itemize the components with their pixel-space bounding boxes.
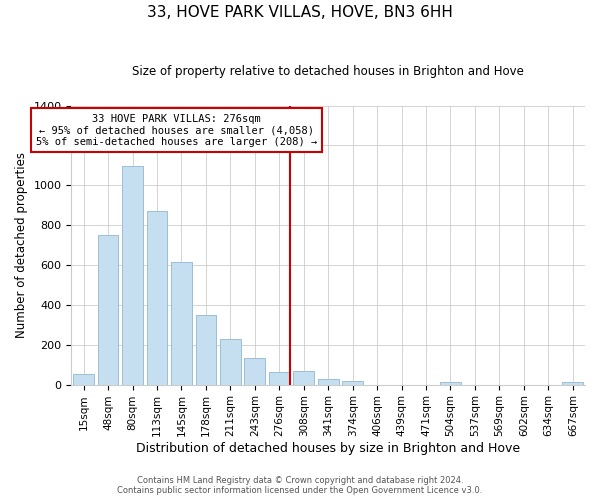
Text: 33, HOVE PARK VILLAS, HOVE, BN3 6HH: 33, HOVE PARK VILLAS, HOVE, BN3 6HH [147,5,453,20]
Y-axis label: Number of detached properties: Number of detached properties [15,152,28,338]
Bar [440,382,461,384]
Bar [220,339,241,384]
Bar [196,315,217,384]
Bar [293,370,314,384]
Bar [122,166,143,384]
Bar [73,374,94,384]
Bar [98,235,118,384]
Bar [146,211,167,384]
Bar [342,380,363,384]
Bar [244,358,265,384]
Text: Contains HM Land Registry data © Crown copyright and database right 2024.
Contai: Contains HM Land Registry data © Crown c… [118,476,482,495]
Bar [318,379,338,384]
Bar [269,372,290,384]
X-axis label: Distribution of detached houses by size in Brighton and Hove: Distribution of detached houses by size … [136,442,520,455]
Title: Size of property relative to detached houses in Brighton and Hove: Size of property relative to detached ho… [132,65,524,78]
Text: 33 HOVE PARK VILLAS: 276sqm
← 95% of detached houses are smaller (4,058)
5% of s: 33 HOVE PARK VILLAS: 276sqm ← 95% of det… [36,114,317,146]
Bar [562,382,583,384]
Bar [171,262,192,384]
